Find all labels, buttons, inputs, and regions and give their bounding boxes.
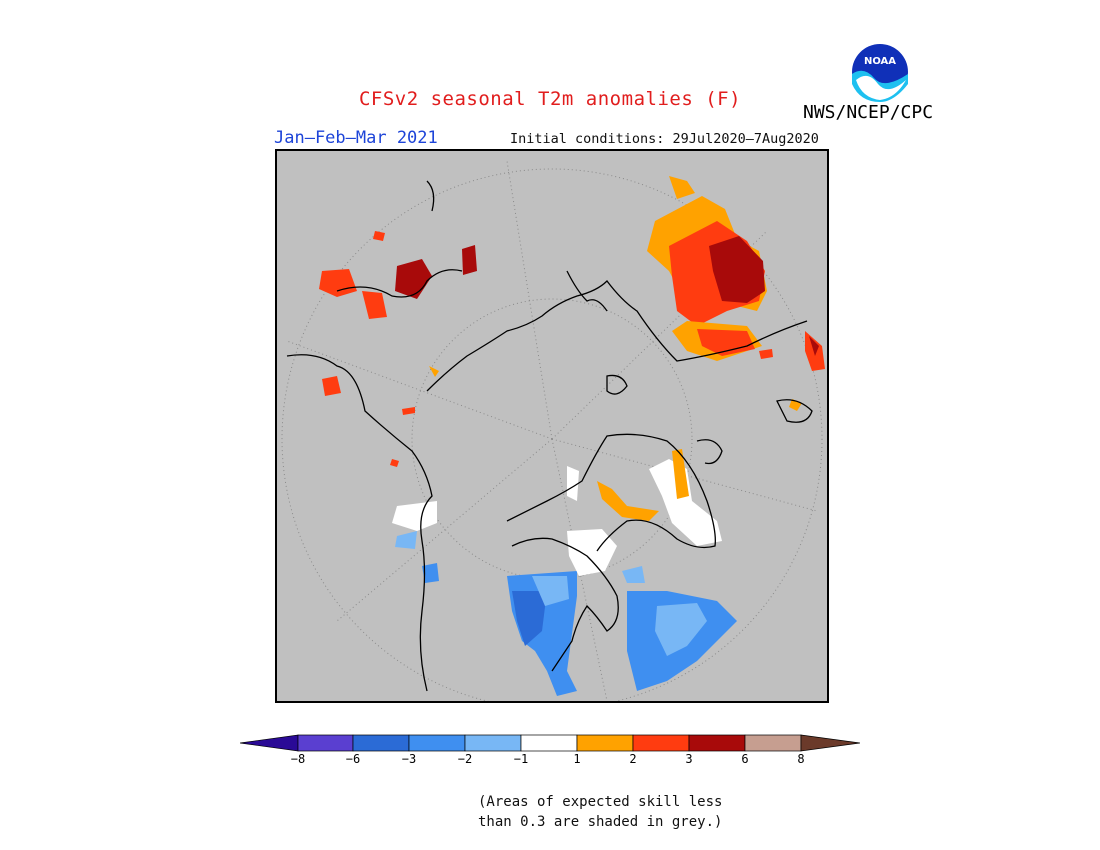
- agency-label: NWS/NCEP/CPC: [803, 102, 934, 123]
- siberia-warm-region: [647, 176, 825, 411]
- canada-cool-region: [392, 501, 737, 696]
- colorbar-tick-label: −2: [457, 752, 473, 766]
- colorbar-right-arrow: [800, 734, 860, 752]
- colorbar-tick-label: 3: [685, 752, 693, 766]
- polar-map: [275, 149, 829, 703]
- colorbar-bin: [688, 734, 746, 752]
- logo-text: NOAA: [864, 56, 896, 67]
- map-svg: [281, 160, 825, 701]
- map-graticule: [281, 160, 823, 701]
- colorbar-bin: [576, 734, 634, 752]
- skill-note-line: than 0.3 are shaded in grey.): [478, 814, 723, 830]
- colorbar-bin: [297, 734, 354, 752]
- colorbar-bin: [744, 734, 802, 752]
- skill-note-line: (Areas of expected skill less: [478, 794, 723, 810]
- coastlines: [286, 180, 813, 692]
- colorbar-tick-label: −1: [513, 752, 529, 766]
- colorbar-tick-label: 2: [629, 752, 637, 766]
- colorbar-bin: [464, 734, 522, 752]
- skill-note: (Areas of expected skill less than 0.3 a…: [478, 792, 722, 832]
- colorbar-bin: [408, 734, 466, 752]
- colorbar-bin: [632, 734, 690, 752]
- colorbar-tick-label: 8: [797, 752, 805, 766]
- colorbar-tick-label: −6: [345, 752, 361, 766]
- colorbar-tick-label: −8: [290, 752, 306, 766]
- colorbar-left-arrow: [240, 734, 299, 752]
- colorbar-tick-label: −3: [401, 752, 417, 766]
- season-label: Jan–Feb–Mar 2021: [274, 128, 438, 148]
- noaa-logo: NOAA: [849, 41, 911, 103]
- colorbar-bin: [352, 734, 410, 752]
- anomaly-colorbar: [240, 734, 860, 752]
- colorbar-tick-label: 6: [741, 752, 749, 766]
- greenland-region: [567, 449, 722, 546]
- chart-title: CFSv2 seasonal T2m anomalies (F): [358, 88, 742, 110]
- colorbar-tick-label: 1: [573, 752, 581, 766]
- initial-conditions-label: Initial conditions: 29Jul2020–7Aug2020: [510, 131, 819, 147]
- colorbar-bin: [520, 734, 578, 752]
- alaska-warm-region: [319, 231, 477, 467]
